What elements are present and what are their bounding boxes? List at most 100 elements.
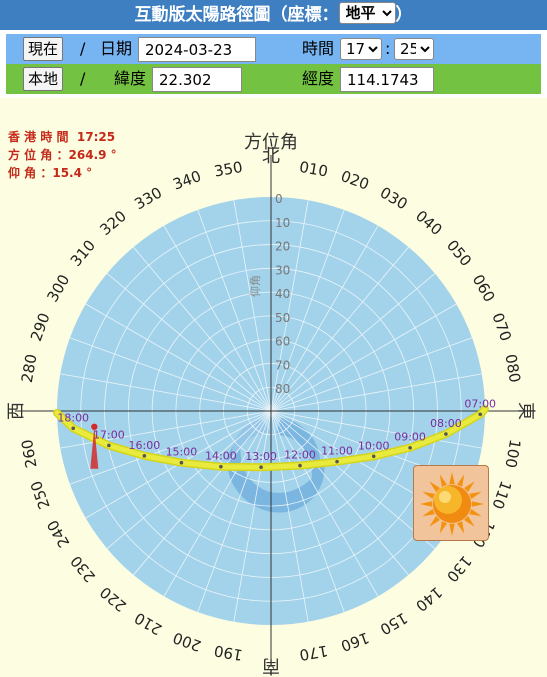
hour-label: 08:00 xyxy=(430,417,462,430)
azimuth-readout-value: 264.9 ° xyxy=(68,148,117,162)
azimuth-tick-label: 020 xyxy=(338,167,371,194)
date-time-row: 現在 / 日期 時間 17 : 25 xyxy=(6,34,541,64)
hour-label: 15:00 xyxy=(166,446,198,459)
cardinal-west-label: 西 xyxy=(6,402,27,420)
azimuth-tick-label: 170 xyxy=(298,641,329,664)
hour-label: 12:00 xyxy=(284,449,316,462)
azimuth-tick-label: 010 xyxy=(298,158,329,181)
cardinal-axes xyxy=(15,155,527,667)
azimuth-gridline xyxy=(106,410,272,549)
hour-dot xyxy=(298,463,302,468)
date-label: 日期 xyxy=(100,39,133,58)
hour-dot xyxy=(71,426,76,431)
elevation-axis-title: 仰角 xyxy=(248,275,262,297)
azimuth-readout-label: 方 位 角 ： xyxy=(8,148,69,162)
altitude-readout-value: 15.4 ° xyxy=(52,166,93,180)
local-button[interactable]: 本地 xyxy=(23,67,64,91)
azimuth-tick-label: 310 xyxy=(67,236,99,270)
sun-path-panel: 香 港 時 間 17:25 方 位 角 ：264.9 ° 仰 角 ：15.4 °… xyxy=(0,98,547,677)
azimuth-gridline xyxy=(60,373,272,412)
azimuth-gridline xyxy=(270,246,409,412)
elevation-tick-label: 50 xyxy=(275,311,290,325)
local-time-label: 香 港 時 間 xyxy=(8,130,69,144)
azimuth-gridline xyxy=(233,200,272,412)
longitude-input[interactable] xyxy=(340,67,434,92)
sun-path-line xyxy=(54,406,488,470)
azimuth-gridline xyxy=(85,303,272,412)
azimuth-tick-label: 160 xyxy=(338,628,371,655)
azimuth-gridline xyxy=(163,410,272,597)
longitude-label: 經度 xyxy=(302,69,335,88)
hour-dot xyxy=(259,465,263,469)
sun-position-readout: 香 港 時 間 17:25 方 位 角 ：264.9 ° 仰 角 ：15.4 ° xyxy=(8,128,117,182)
azimuth-gridline xyxy=(133,410,272,576)
cardinal-north-label: 北 xyxy=(262,146,280,167)
azimuth-tick-label: 040 xyxy=(412,207,446,239)
azimuth-gridline xyxy=(197,410,272,613)
azimuth-tick-label: 100 xyxy=(501,438,524,469)
sun-icon-box[interactable] xyxy=(413,465,489,541)
azimuth-tick-label: 070 xyxy=(488,310,515,343)
local-time-value: 17:25 xyxy=(76,130,116,144)
observatory-logo-watermark xyxy=(227,417,325,513)
azimuth-gridline xyxy=(270,225,379,412)
latitude-input[interactable] xyxy=(152,67,242,92)
current-sun-marker[interactable] xyxy=(91,423,98,430)
azimuth-axis-title: 方位角 xyxy=(244,132,298,153)
hour-label: 14:00 xyxy=(205,450,237,463)
coordinate-system-select[interactable]: 地平 xyxy=(338,2,396,24)
azimuth-tick-label: 320 xyxy=(96,207,130,239)
azimuth-tick-label: 250 xyxy=(27,478,54,511)
azimuth-gridline xyxy=(106,273,272,412)
azimuth-tick-label: 350 xyxy=(213,158,244,181)
azimuth-gridline xyxy=(69,410,272,485)
cardinal-east-label: 東 xyxy=(515,402,536,420)
azimuth-tick-label: 240 xyxy=(43,517,73,551)
minute-select[interactable]: 25 xyxy=(394,38,434,60)
elevation-tick-label: 0 xyxy=(275,192,283,206)
date-separator: / xyxy=(80,39,86,58)
azimuth-tick-label: 330 xyxy=(131,183,165,213)
azimuth-tick-label: 280 xyxy=(18,353,41,384)
hour-dot xyxy=(142,454,147,458)
location-row: 本地 / 緯度 經度 xyxy=(6,64,541,94)
date-input[interactable] xyxy=(138,37,256,62)
elevation-tick-label: 80 xyxy=(275,382,290,396)
now-button[interactable]: 現在 xyxy=(23,37,64,61)
time-label: 時間 xyxy=(302,39,335,58)
azimuth-tick-label: 190 xyxy=(213,641,244,664)
azimuth-gridline xyxy=(270,410,436,549)
hour-dot xyxy=(107,443,111,448)
hour-label: 11:00 xyxy=(321,445,353,458)
latitude-label: 緯度 xyxy=(114,69,147,88)
azimuth-gridline xyxy=(270,410,379,597)
elevation-tick-label: 20 xyxy=(275,240,290,254)
elevation-tick-label: 10 xyxy=(275,216,290,230)
sun-pointer xyxy=(90,426,99,469)
azimuth-tick-label: 140 xyxy=(412,583,446,615)
azimuth-tick-label: 060 xyxy=(469,271,499,305)
azimuth-gridline xyxy=(270,303,457,412)
azimuth-tick-label: 200 xyxy=(170,628,203,655)
azimuth-tick-label: 300 xyxy=(43,271,73,305)
azimuth-tick-label: 030 xyxy=(377,183,411,213)
hour-dot xyxy=(408,445,412,450)
elevation-tick-label: 60 xyxy=(275,335,290,349)
azimuth-tick-label: 050 xyxy=(443,236,475,270)
azimuth-gridline xyxy=(270,273,436,412)
hour-label: 13:00 xyxy=(245,450,277,463)
hour-label: 16:00 xyxy=(129,439,161,452)
azimuth-gridline xyxy=(197,209,272,412)
azimuth-gridline xyxy=(233,410,272,622)
altitude-readout-label: 仰 角 ： xyxy=(8,166,53,180)
hour-label: 09:00 xyxy=(394,431,426,444)
azimuth-gridline xyxy=(133,246,272,412)
hour-select[interactable]: 17 xyxy=(340,38,382,60)
azimuth-tick-label: 130 xyxy=(443,552,475,586)
location-separator: / xyxy=(80,69,86,88)
hour-label: 17:00 xyxy=(93,428,125,441)
azimuth-tick-label: 290 xyxy=(27,310,54,343)
azimuth-gridline xyxy=(270,337,473,412)
azimuth-gridline xyxy=(270,410,309,622)
